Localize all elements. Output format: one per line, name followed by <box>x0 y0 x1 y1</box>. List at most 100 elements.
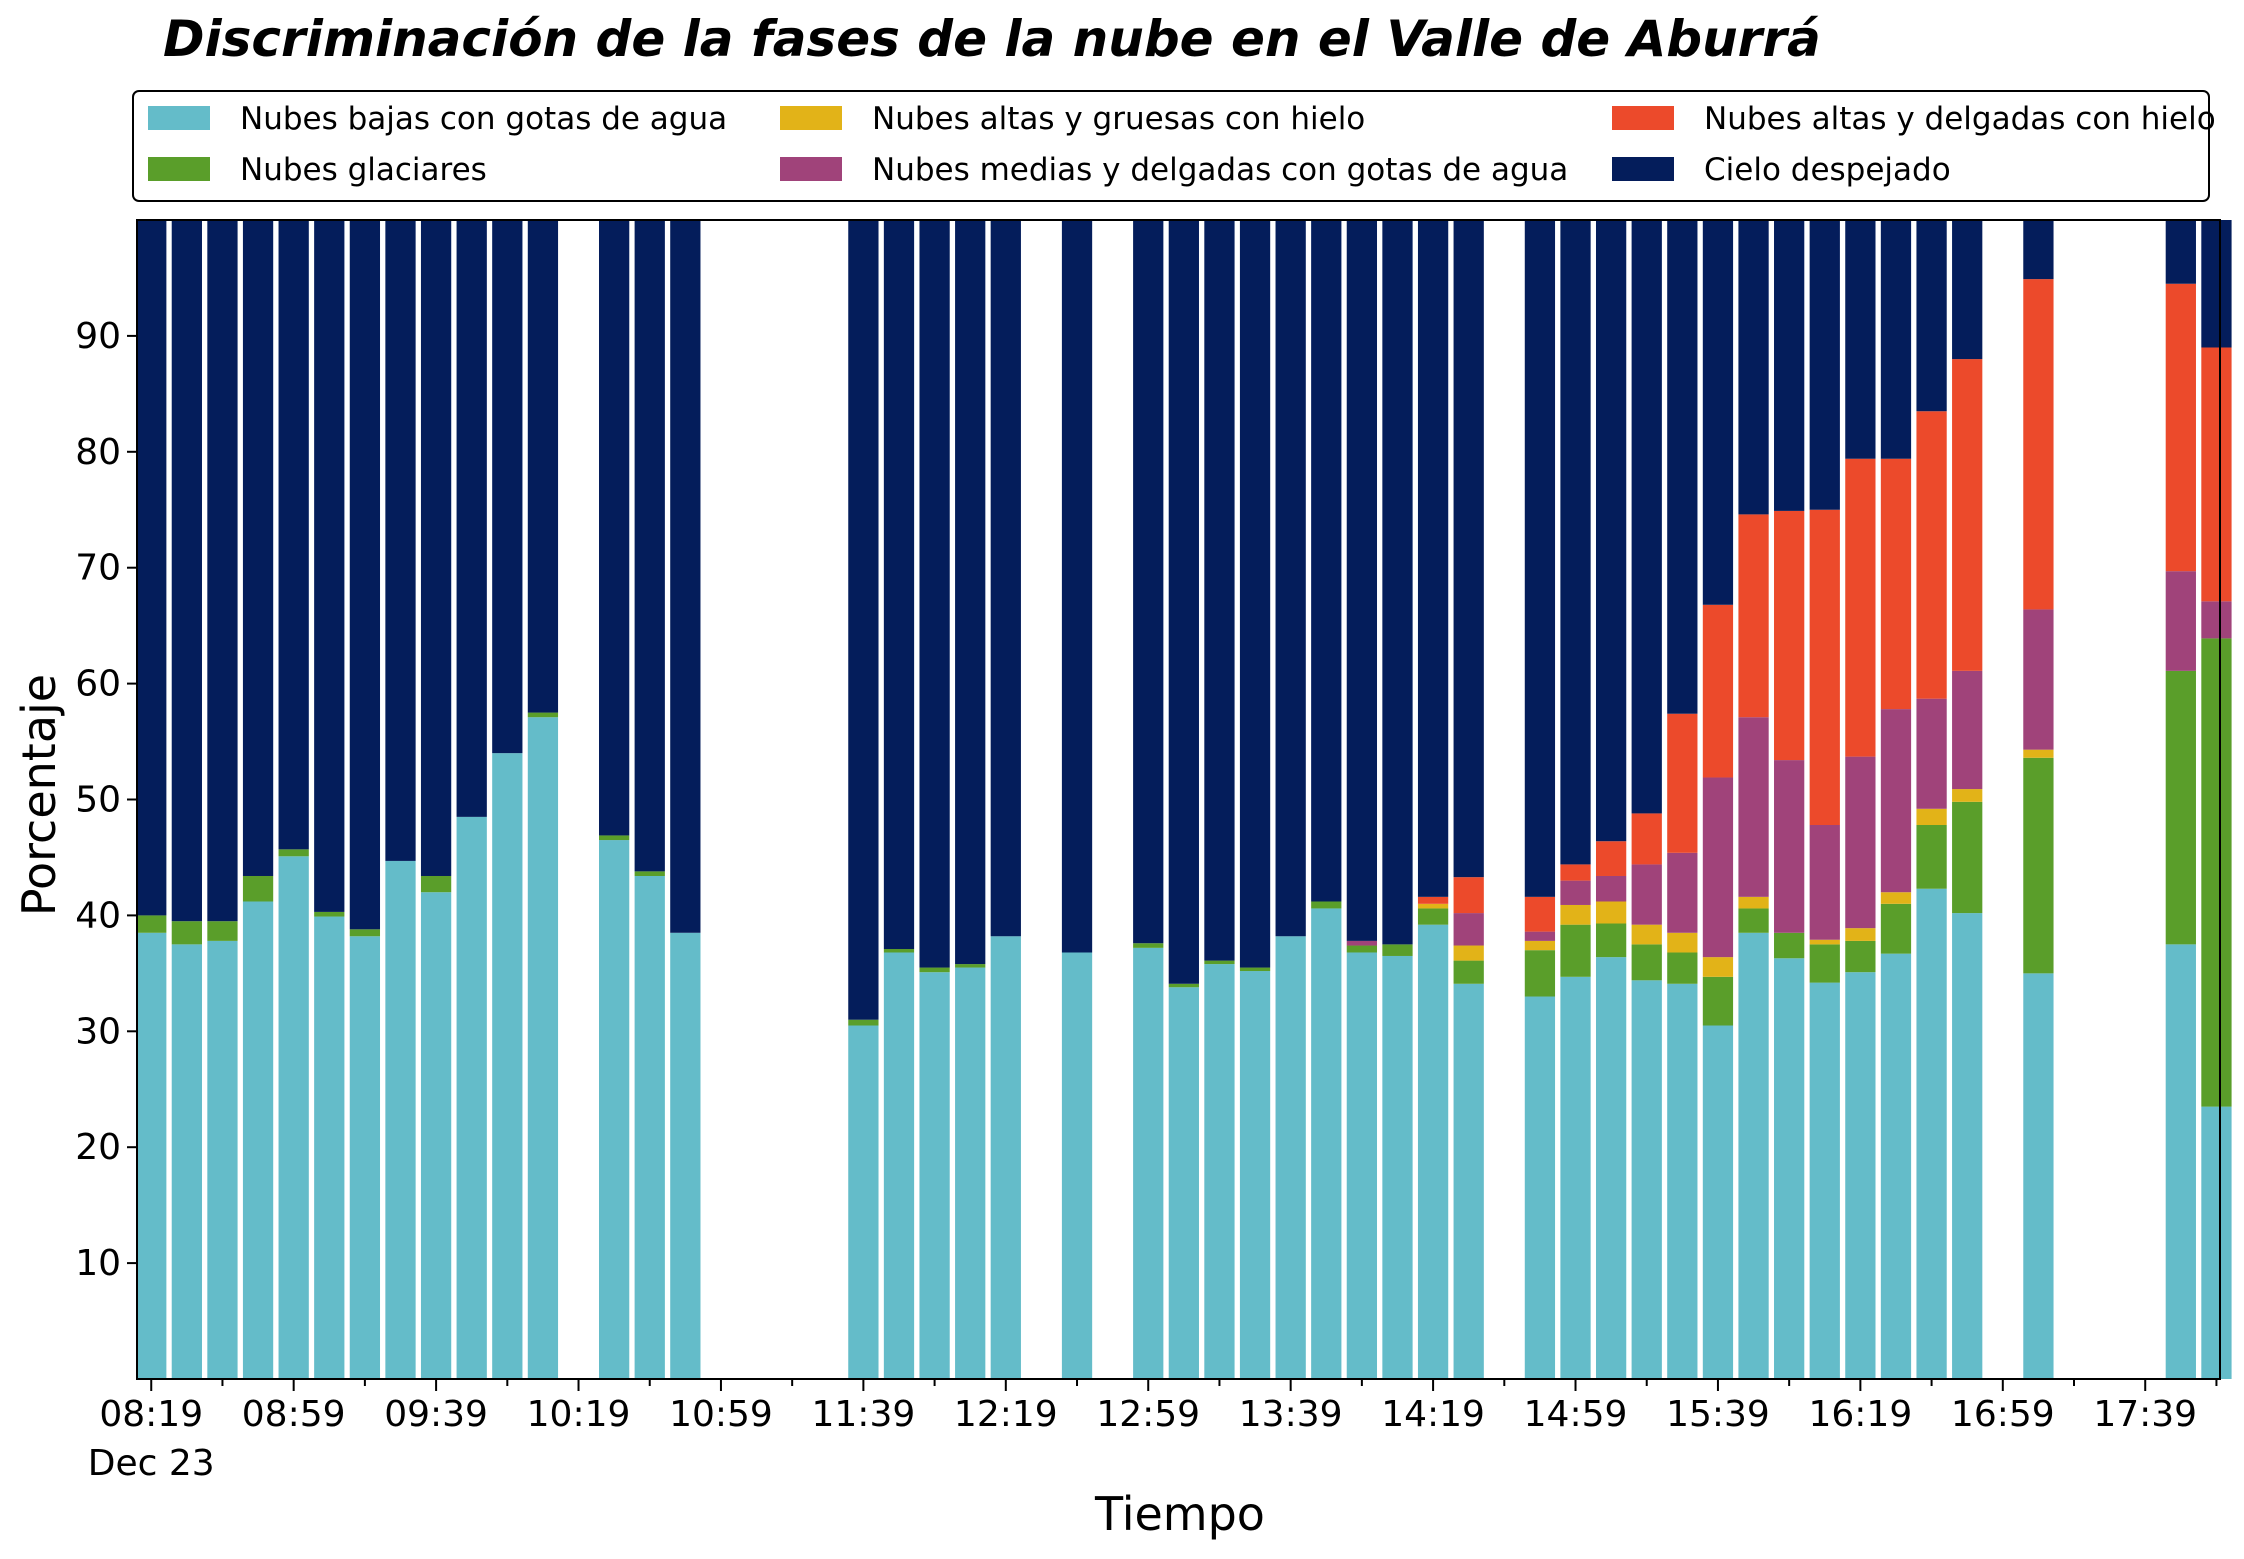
bar-segment <box>1952 913 1983 1379</box>
bar-segment <box>1916 411 1947 699</box>
legend-label: Nubes altas y gruesas con hielo <box>872 101 1365 137</box>
x-tick-label: 17:39 <box>2093 1394 2197 1435</box>
bar-segment <box>1453 983 1484 1379</box>
bar-segment <box>1061 220 1093 953</box>
legend-swatch <box>148 157 210 181</box>
bar-segment <box>2165 571 2196 671</box>
x-tick-label: 13:39 <box>1239 1394 1343 1435</box>
bar-segment <box>1595 923 1627 958</box>
bar-segment <box>1560 880 1591 905</box>
bar-segment <box>2201 220 2232 348</box>
bar-segment <box>1631 813 1662 865</box>
bar-segment <box>420 892 452 1379</box>
bar-segment <box>1417 924 1449 1379</box>
x-tick-label: 16:19 <box>1808 1394 1912 1435</box>
bar-segment <box>278 220 309 850</box>
x-tick-label: 14:19 <box>1381 1394 1485 1435</box>
bar-segment <box>171 220 202 922</box>
bar-segment <box>207 921 238 941</box>
bar-segment <box>349 220 381 930</box>
bar-segment <box>1809 944 1840 983</box>
bar-segment <box>1524 220 1556 897</box>
bar-segment <box>1702 957 1734 977</box>
bar-segment <box>634 875 665 1379</box>
bar-segment <box>314 911 345 917</box>
bar-segment <box>1595 957 1627 1379</box>
bar-segment <box>670 932 701 1379</box>
bar-segment <box>527 712 559 718</box>
bar-segment <box>492 220 523 754</box>
bar-segment <box>1738 220 1769 515</box>
bar-segment <box>1702 220 1734 605</box>
legend-swatch <box>780 106 842 130</box>
bar-segment <box>1311 908 1342 1379</box>
bar-segment <box>1346 945 1378 953</box>
x-axis: 08:19 Dec 23 08:59 09:39 10:19 10:59 11:39 12:1… <box>88 1379 2218 1484</box>
bar-segment <box>1417 908 1449 925</box>
bar-segment <box>1453 913 1484 946</box>
y-tick-label: 10 <box>75 1243 121 1284</box>
bar-segment <box>1952 801 1983 914</box>
bar-segment <box>2201 601 2232 639</box>
bar-segment <box>1916 888 1947 1379</box>
bar-segment <box>1417 903 1449 909</box>
bar-segment <box>2165 220 2196 284</box>
bar-segment <box>1453 877 1484 914</box>
bar-segment <box>1880 458 1912 710</box>
x-tick-label: 10:19 <box>527 1394 631 1435</box>
bar-segment <box>1560 220 1591 865</box>
bar-segment <box>919 967 950 973</box>
bar-segment <box>1952 220 1983 360</box>
bar-segment <box>1845 220 1876 459</box>
x-tick-label: 12:59 <box>1096 1394 1200 1435</box>
bar-segment <box>1239 967 1271 972</box>
x-tick-label: 08:19 <box>99 1394 203 1435</box>
legend-frame <box>132 90 2210 202</box>
bar-segment <box>1631 980 1662 1379</box>
bar-segment <box>2201 347 2232 602</box>
bar-segment <box>2023 220 2054 280</box>
bar-segment <box>1667 932 1698 953</box>
y-tick-label: 90 <box>75 316 121 357</box>
bar-segment <box>1168 983 1199 988</box>
bar-segment <box>1845 928 1876 941</box>
bar-segment <box>1952 789 1983 802</box>
bar-segment <box>2023 279 2054 610</box>
bar-segment <box>1595 875 1627 902</box>
bar-segment <box>2165 944 2196 1380</box>
x-tick-label: 11:39 <box>812 1394 916 1435</box>
bar-segment <box>1524 896 1556 932</box>
y-tick-label: 50 <box>75 780 121 821</box>
bar-segment <box>634 871 665 876</box>
bar-segment <box>1346 952 1378 1379</box>
bar-segment <box>1845 458 1876 757</box>
bar-segment <box>883 949 915 953</box>
bar-segment <box>171 921 202 945</box>
bar-segment <box>848 1025 879 1379</box>
y-tick-label: 30 <box>75 1011 121 1052</box>
bar-segment <box>278 849 309 857</box>
bar-segment <box>2023 609 2054 750</box>
bar-segment <box>527 220 559 713</box>
bar-segment <box>955 967 986 1379</box>
bar-segment <box>1311 220 1342 902</box>
bar-segment <box>2165 670 2196 945</box>
bar-segment <box>1382 955 1413 1379</box>
bar-segment <box>1738 932 1769 1379</box>
bar-segment <box>955 964 986 968</box>
bar-segment <box>1595 220 1627 842</box>
chart-title: Discriminación de la fases de la nube en… <box>163 10 1821 68</box>
bar-segment <box>1809 825 1840 940</box>
x-tick-label: 12:19 <box>954 1394 1058 1435</box>
bar-segment <box>1346 220 1378 941</box>
bar-segment <box>1133 947 1164 1379</box>
bar-segment <box>1880 953 1912 1379</box>
y-tick-label: 60 <box>75 664 121 705</box>
legend-label: Nubes altas y delgadas con hielo <box>1704 101 2216 137</box>
bar-segment <box>1738 896 1769 909</box>
bar-segment <box>1702 604 1734 778</box>
bar-segment <box>1809 982 1840 1379</box>
bar-segment <box>2023 757 2054 974</box>
bar-segment <box>1774 510 1805 761</box>
bar-segment <box>634 220 665 872</box>
